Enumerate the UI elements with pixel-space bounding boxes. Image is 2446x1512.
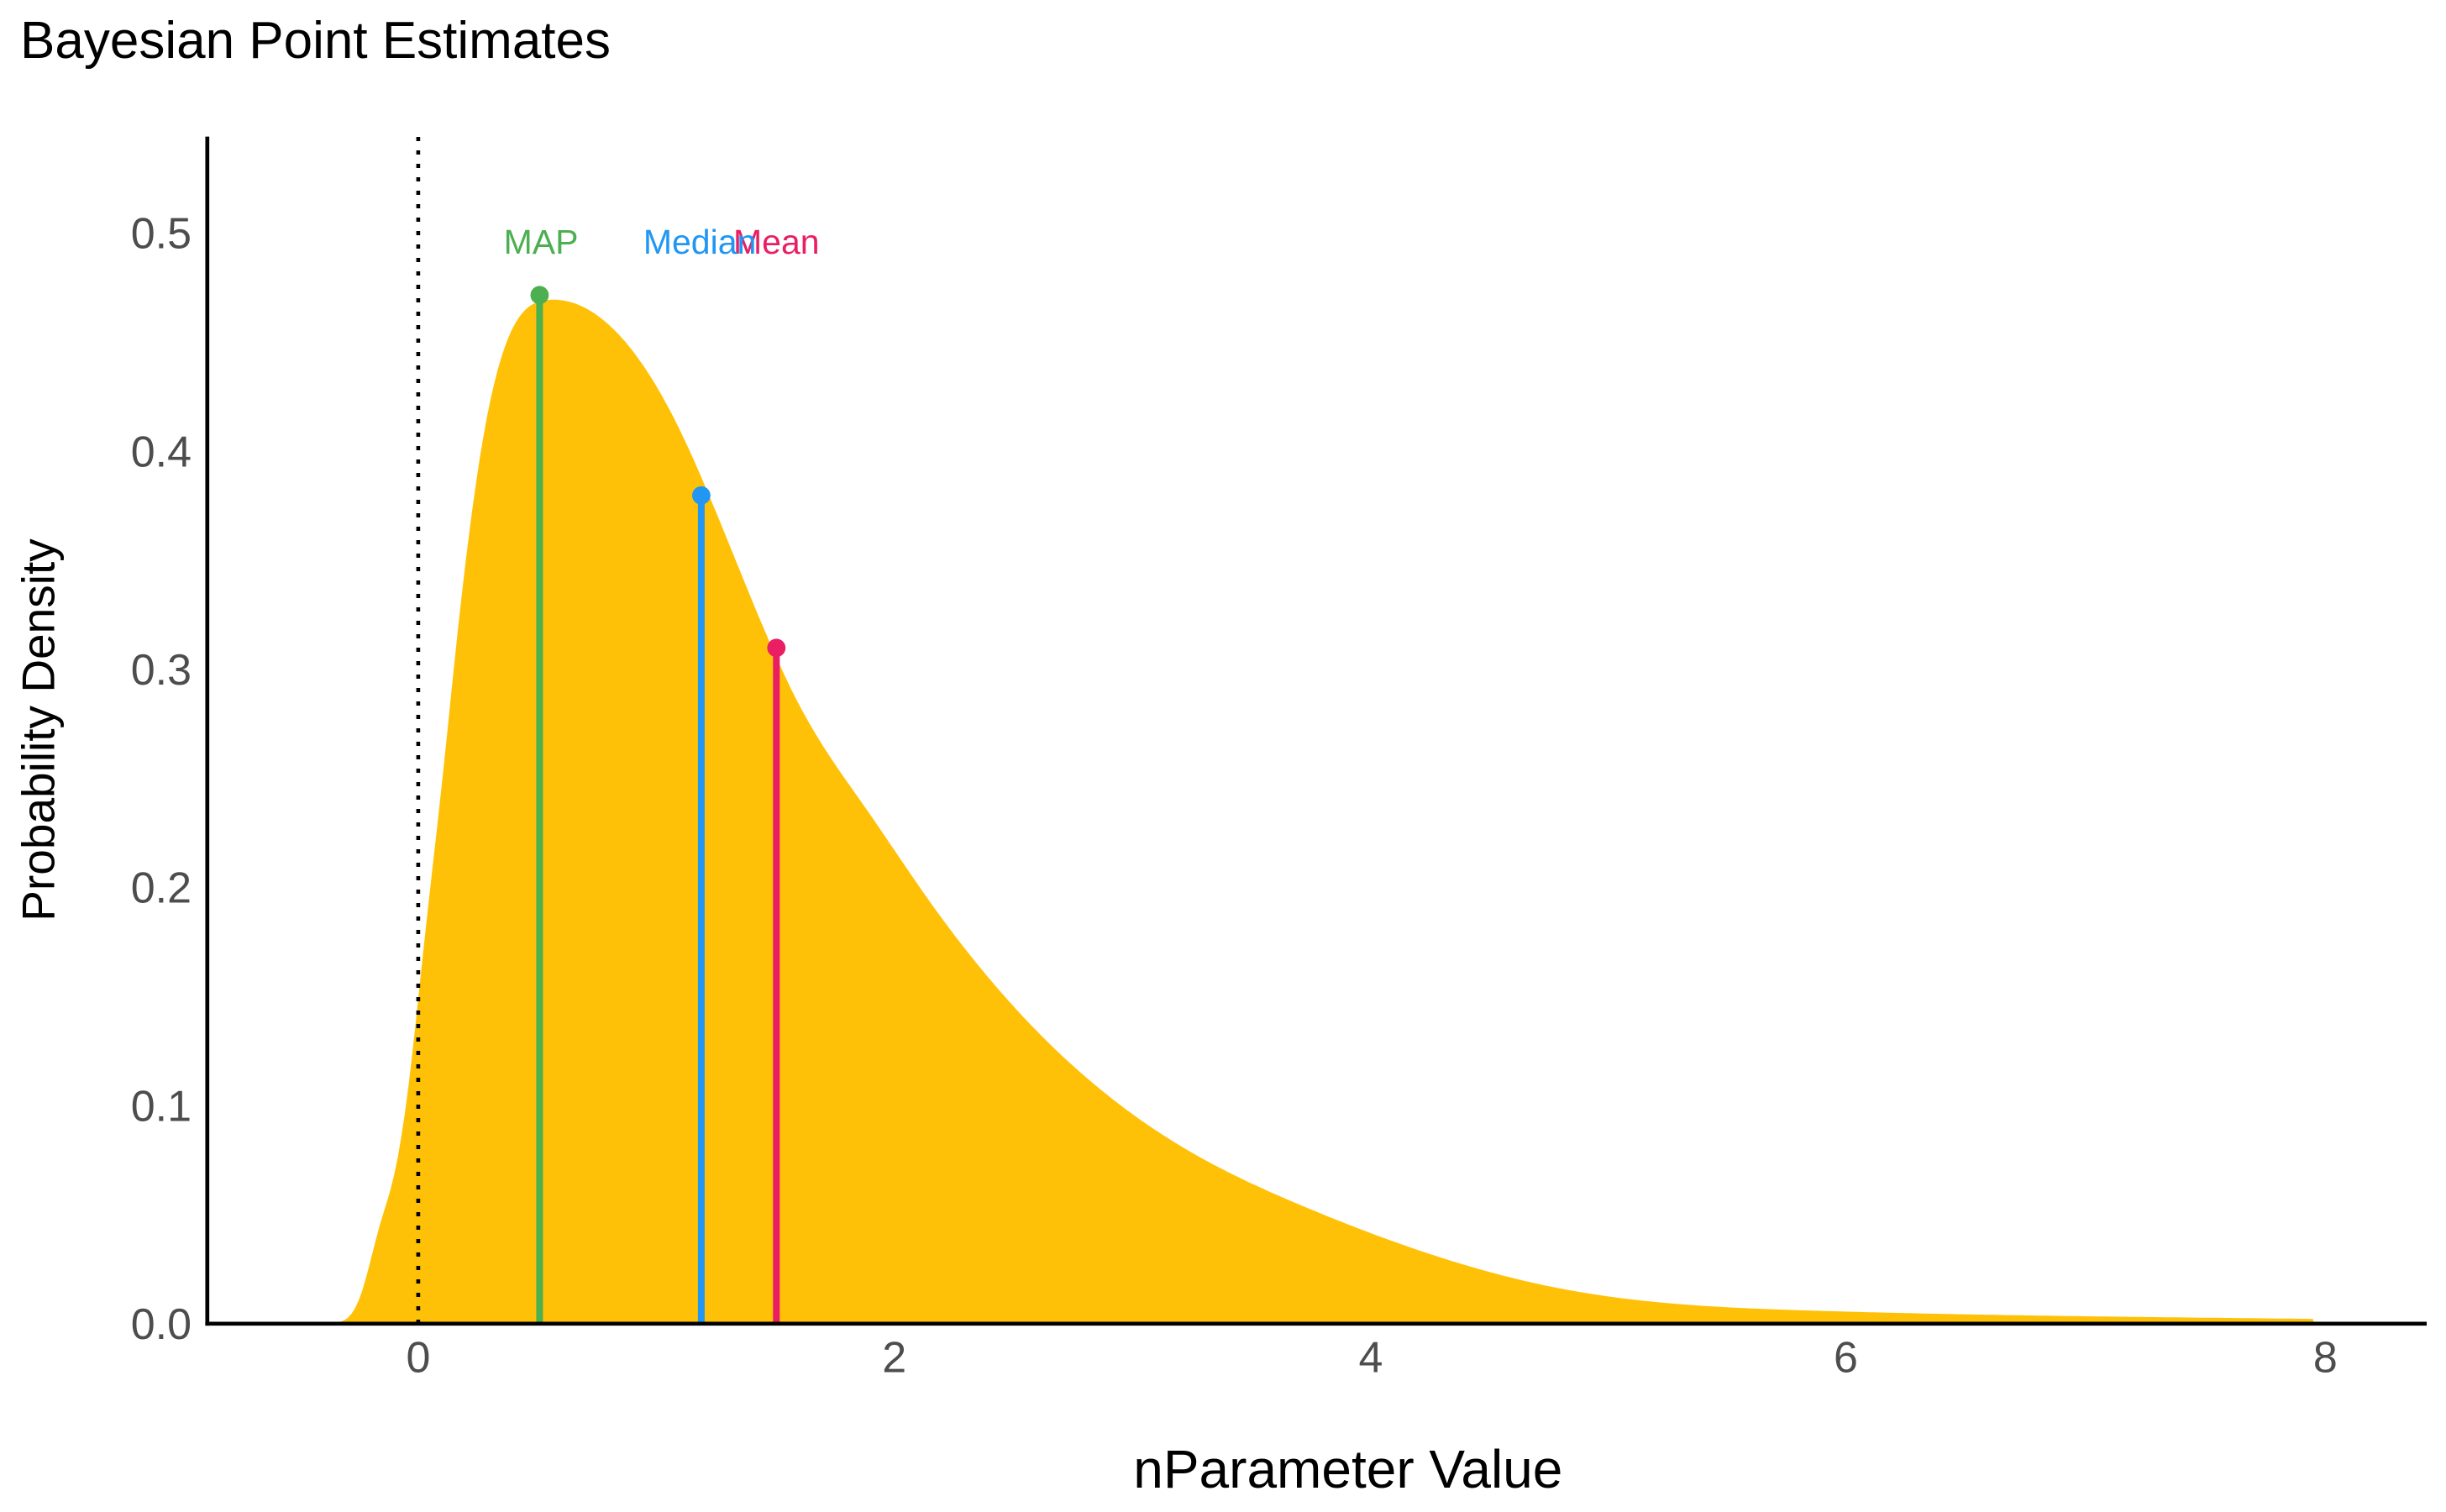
svg-text:Median: Median [643,223,756,261]
svg-text:MAP: MAP [504,223,579,261]
svg-text:nParameter Value: nParameter Value [1133,1439,1562,1499]
svg-text:0.1: 0.1 [131,1082,192,1131]
svg-text:Bayesian Point Estimates: Bayesian Point Estimates [20,12,611,70]
svg-text:2: 2 [882,1334,906,1383]
svg-text:Probability Density: Probability Density [12,538,64,921]
svg-text:0.2: 0.2 [131,864,192,913]
svg-text:0.4: 0.4 [131,428,192,476]
svg-text:Mean: Mean [733,223,820,261]
svg-text:4: 4 [1358,1334,1383,1383]
svg-text:0: 0 [406,1334,430,1383]
svg-text:0.0: 0.0 [131,1300,192,1349]
svg-text:8: 8 [2313,1334,2338,1383]
svg-text:0.3: 0.3 [131,646,192,695]
svg-text:6: 6 [1834,1334,1858,1383]
svg-text:0.5: 0.5 [131,210,192,259]
